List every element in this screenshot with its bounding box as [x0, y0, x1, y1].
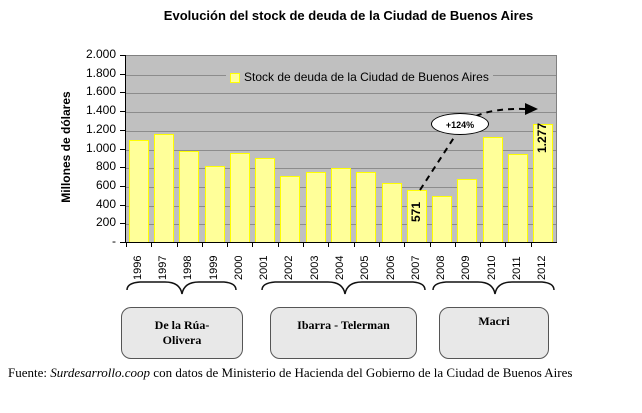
y-tick: [120, 92, 125, 94]
x-tick: [429, 242, 431, 247]
x-tick-label: 2008: [435, 255, 448, 280]
x-tick: [454, 242, 456, 247]
x-tick: [176, 242, 178, 247]
period-label: Macri: [478, 314, 510, 328]
x-tick-label: 2011: [511, 256, 524, 280]
x-tick-label: 2007: [409, 255, 422, 280]
gridline: [126, 112, 556, 114]
x-axis: [125, 242, 557, 243]
x-tick-label: 2001: [258, 255, 271, 280]
x-tick: [353, 242, 355, 247]
y-tick: [120, 129, 125, 131]
x-tick: [505, 242, 507, 247]
y-tick-label: 400: [95, 196, 116, 211]
y-tick-label: -: [112, 234, 116, 248]
x-tick-label: 2004: [334, 255, 346, 280]
period-macri: Macri: [439, 307, 549, 359]
growth-badge: +124%: [431, 113, 489, 135]
period-label: Ibarra - Telerman: [297, 318, 390, 332]
source-site: Surdesarrollo.coop: [50, 365, 151, 380]
data-label: 571: [408, 201, 423, 222]
y-tick-label: 600: [95, 177, 116, 192]
x-tick-label: 2000: [232, 255, 245, 280]
legend-label: Stock de deuda de la Ciudad de Buenos Ai…: [244, 70, 489, 84]
y-tick: [120, 73, 125, 75]
x-tick: [480, 242, 482, 247]
y-tick: [120, 204, 125, 206]
y-tick-label: 1.000: [85, 140, 116, 155]
x-tick-label: 2003: [308, 255, 321, 280]
y-tick: [120, 55, 125, 56]
x-tick-label: 2006: [384, 255, 397, 280]
y-tick: [120, 111, 125, 113]
x-tick: [126, 242, 127, 247]
period-de-la-rua-olivera: De la Rúa- Olivera: [121, 307, 243, 359]
y-tick-label: 2.000: [85, 47, 116, 61]
period-label: De la Rúa- Olivera: [154, 318, 210, 347]
y-tick: [120, 242, 125, 243]
x-tick: [227, 242, 229, 247]
y-tick: [120, 148, 125, 150]
x-tick-label: 1997: [156, 255, 169, 280]
y-tick-label: 1.200: [85, 121, 116, 136]
gridline: [126, 149, 556, 151]
y-axis: [125, 55, 126, 243]
x-tick: [530, 242, 532, 247]
x-tick-label: 2012: [536, 255, 549, 280]
y-tick: [120, 185, 125, 187]
x-tick: [201, 242, 203, 247]
x-tick-label: 2010: [485, 255, 498, 280]
x-tick-label: 2005: [359, 255, 372, 280]
x-tick-label: 1996: [131, 255, 144, 280]
y-tick-label: 800: [95, 159, 116, 174]
x-tick-label: 1999: [207, 255, 220, 280]
source-note: Fuente: Surdesarrollo.coop con datos de …: [8, 364, 638, 382]
plot-area: [126, 55, 557, 243]
period-ibarra-telerman: Ibarra - Telerman: [270, 307, 417, 359]
x-tick: [404, 242, 406, 247]
x-tick-label: 2009: [460, 255, 473, 280]
y-tick-label: 1.800: [85, 65, 116, 80]
source-prefix: Fuente:: [8, 365, 51, 380]
y-tick-label: 1.600: [85, 84, 116, 99]
x-tick: [328, 242, 330, 247]
x-tick: [303, 242, 305, 247]
y-tick: [120, 223, 125, 225]
source-rest: con datos de Ministerio de Hacienda del …: [150, 365, 573, 380]
legend-swatch: [230, 72, 240, 83]
y-tick-label: 1.400: [85, 103, 116, 118]
x-tick-label: 1998: [182, 255, 195, 280]
x-tick: [378, 242, 380, 247]
data-label: 1.277: [535, 122, 550, 153]
x-tick-label: 2002: [283, 255, 296, 280]
chart-title: Evolución del stock de deuda de la Ciuda…: [163, 8, 534, 23]
y-tick-label: 200: [95, 215, 116, 230]
y-tick: [120, 167, 125, 169]
legend: Stock de deuda de la Ciudad de Buenos Ai…: [226, 70, 493, 84]
x-tick: [252, 242, 254, 247]
x-tick: [151, 242, 153, 247]
gridline: [126, 130, 556, 132]
x-tick: [277, 242, 279, 247]
gridline: [126, 93, 556, 95]
